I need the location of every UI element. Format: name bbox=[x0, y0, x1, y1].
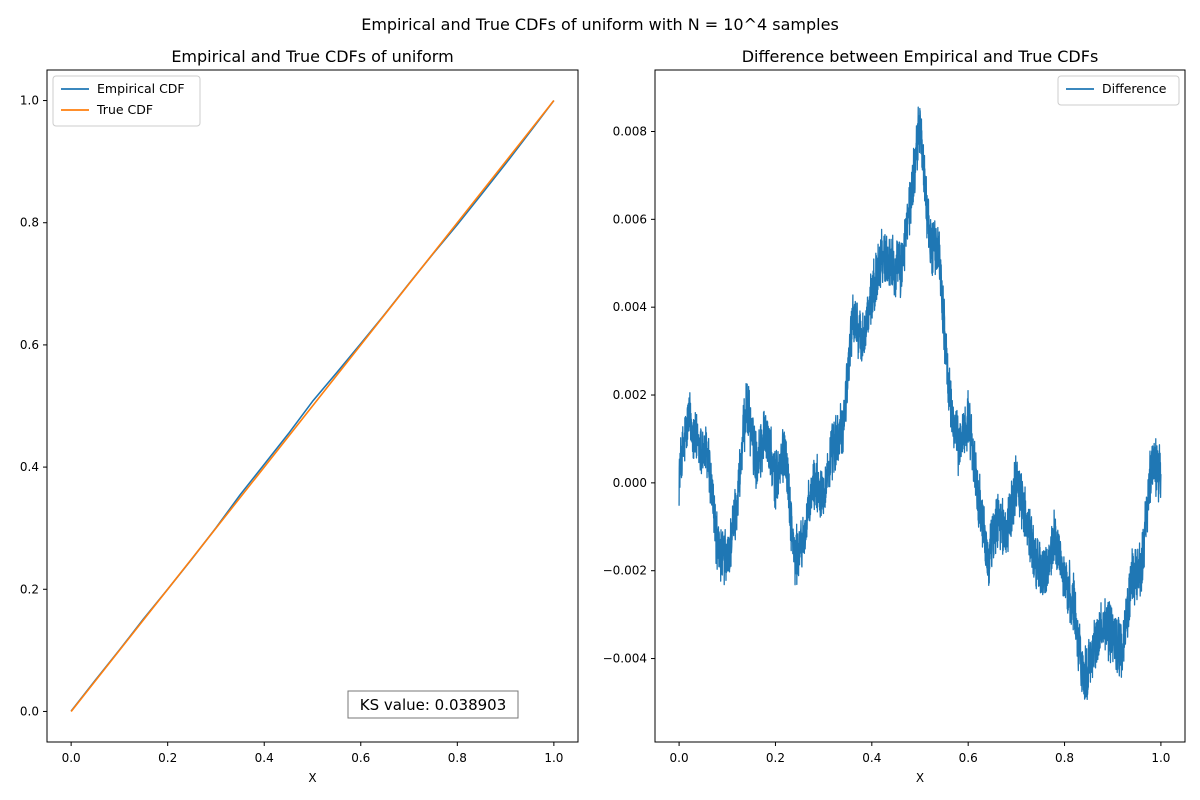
legend-box bbox=[1057, 75, 1180, 106]
y-tick-label: 0.8 bbox=[20, 216, 39, 230]
figure-suptitle: Empirical and True CDFs of uniform with … bbox=[361, 15, 839, 34]
y-tick-label: 0.008 bbox=[613, 124, 647, 138]
ks-annotation: KS value: 0.038903 bbox=[347, 690, 519, 719]
axes-frame bbox=[654, 69, 1186, 743]
y-tick-label: −0.004 bbox=[603, 652, 647, 666]
x-tick-label: 0.8 bbox=[1055, 751, 1074, 765]
axes-title: Difference between Empirical and True CD… bbox=[742, 47, 1099, 66]
legend: Empirical CDF True CDF bbox=[52, 75, 201, 127]
axes-title: Empirical and True CDFs of uniform bbox=[171, 47, 453, 66]
y-tick-label: 0.006 bbox=[613, 212, 647, 226]
y-tick-label: 1.0 bbox=[20, 94, 39, 108]
x-tick-label: 0.0 bbox=[670, 751, 689, 765]
x-tick-label: 0.4 bbox=[862, 751, 881, 765]
series-line-difference bbox=[678, 106, 1162, 701]
y-tick-label: 0.002 bbox=[613, 388, 647, 402]
legend: Difference bbox=[1057, 75, 1180, 106]
x-tick-label: 0.0 bbox=[62, 751, 81, 765]
x-tick-label: 0.8 bbox=[448, 751, 467, 765]
legend-label: Empirical CDF bbox=[97, 81, 185, 96]
y-tick-label: 0.2 bbox=[20, 582, 39, 596]
legend-label: True CDF bbox=[96, 102, 153, 117]
x-tick-label: 0.6 bbox=[351, 751, 370, 765]
x-tick-label: 0.4 bbox=[255, 751, 274, 765]
series-line-true-cdf bbox=[70, 100, 555, 712]
x-tick-label: 1.0 bbox=[544, 751, 563, 765]
axes-frame bbox=[46, 69, 579, 743]
legend-box bbox=[52, 75, 201, 127]
right-axes-difference: Difference between Empirical and True CD… bbox=[603, 47, 1186, 785]
annotation-box bbox=[347, 690, 519, 719]
y-tick-label: −0.002 bbox=[603, 564, 647, 578]
y-tick-label: 0.004 bbox=[613, 300, 647, 314]
y-tick-label: 0.0 bbox=[20, 704, 39, 718]
y-tick-label: 0.000 bbox=[613, 476, 647, 490]
x-tick-label: 1.0 bbox=[1151, 751, 1170, 765]
legend-label: Difference bbox=[1102, 81, 1167, 96]
y-tick-label: 0.6 bbox=[20, 338, 39, 352]
x-axis-label: X bbox=[308, 771, 316, 785]
y-tick-label: 0.4 bbox=[20, 460, 39, 474]
x-tick-label: 0.2 bbox=[766, 751, 785, 765]
x-axis-label: X bbox=[916, 771, 924, 785]
x-tick-label: 0.2 bbox=[158, 751, 177, 765]
annotation-text: KS value: 0.038903 bbox=[360, 696, 507, 714]
x-tick-label: 0.6 bbox=[959, 751, 978, 765]
left-axes-cdfs: Empirical and True CDFs of uniform 0.0 0.2… bbox=[20, 47, 579, 785]
